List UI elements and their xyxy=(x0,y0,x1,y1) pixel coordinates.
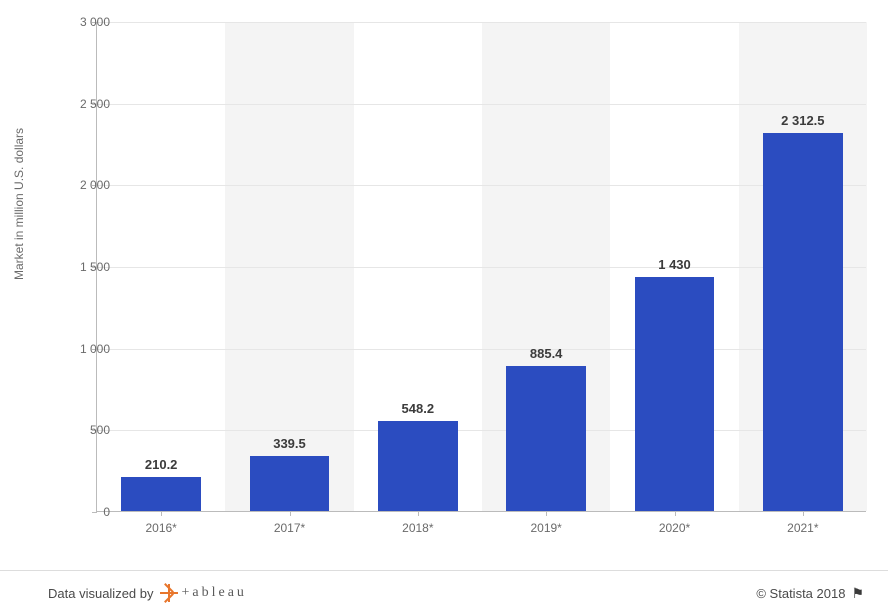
xtick-label: 2016* xyxy=(145,521,176,535)
ytick-label: 2 000 xyxy=(54,178,110,192)
xtick-mark xyxy=(290,511,291,516)
gridline xyxy=(97,430,866,431)
tableau-text: +ableau xyxy=(182,585,247,601)
flag-icon[interactable]: ⚑ xyxy=(851,585,864,602)
ytick-label: 1 000 xyxy=(54,342,110,356)
bar xyxy=(250,456,330,511)
bar-value-label: 548.2 xyxy=(402,401,435,416)
y-axis-label: Market in million U.S. dollars xyxy=(12,128,26,280)
bar xyxy=(506,366,586,511)
gridline xyxy=(97,185,866,186)
xtick-label: 2018* xyxy=(402,521,433,535)
credit-prefix: Data visualized by xyxy=(48,586,154,601)
xtick-label: 2019* xyxy=(530,521,561,535)
xtick-mark xyxy=(803,511,804,516)
bar xyxy=(763,133,843,511)
gridline xyxy=(97,104,866,105)
ytick-label: 0 xyxy=(54,505,110,519)
copyright-text: © Statista 2018 xyxy=(756,586,845,601)
ytick-label: 1 500 xyxy=(54,260,110,274)
bar-value-label: 2 312.5 xyxy=(781,113,824,128)
xtick-label: 2017* xyxy=(274,521,305,535)
footer-credit: Data visualized by +ableau xyxy=(48,584,247,602)
footer-copyright: © Statista 2018 ⚑ xyxy=(756,585,864,602)
gridline xyxy=(97,267,866,268)
bar-value-label: 339.5 xyxy=(273,436,306,451)
tableau-logo: +ableau xyxy=(160,584,247,602)
bar xyxy=(121,477,201,511)
xtick-mark xyxy=(418,511,419,516)
xtick-mark xyxy=(161,511,162,516)
xtick-label: 2020* xyxy=(659,521,690,535)
chart-container: Market in million U.S. dollars 210.22016… xyxy=(0,0,888,570)
gridline xyxy=(97,22,866,23)
bar-value-label: 210.2 xyxy=(145,457,178,472)
bar xyxy=(635,277,715,511)
bar-value-label: 1 430 xyxy=(658,257,691,272)
ytick-label: 500 xyxy=(54,423,110,437)
footer: Data visualized by +ableau © Statista 20… xyxy=(0,570,888,615)
gridline xyxy=(97,349,866,350)
plot-area: 210.22016*339.52017*548.22018*885.42019*… xyxy=(96,22,866,512)
tableau-mark-icon xyxy=(160,584,178,602)
ytick-label: 3 000 xyxy=(54,15,110,29)
xtick-mark xyxy=(546,511,547,516)
ytick-label: 2 500 xyxy=(54,97,110,111)
bar xyxy=(378,421,458,511)
xtick-label: 2021* xyxy=(787,521,818,535)
bar-value-label: 885.4 xyxy=(530,346,563,361)
xtick-mark xyxy=(675,511,676,516)
